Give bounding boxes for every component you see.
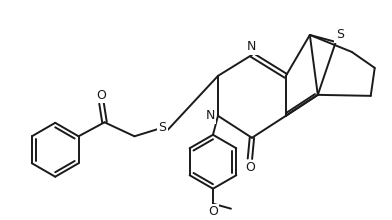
- Text: N: N: [205, 109, 215, 122]
- Text: S: S: [336, 28, 344, 41]
- Text: N: N: [247, 40, 257, 53]
- Text: S: S: [158, 121, 167, 134]
- Text: O: O: [245, 161, 255, 174]
- Text: O: O: [96, 89, 107, 102]
- Text: O: O: [208, 205, 218, 218]
